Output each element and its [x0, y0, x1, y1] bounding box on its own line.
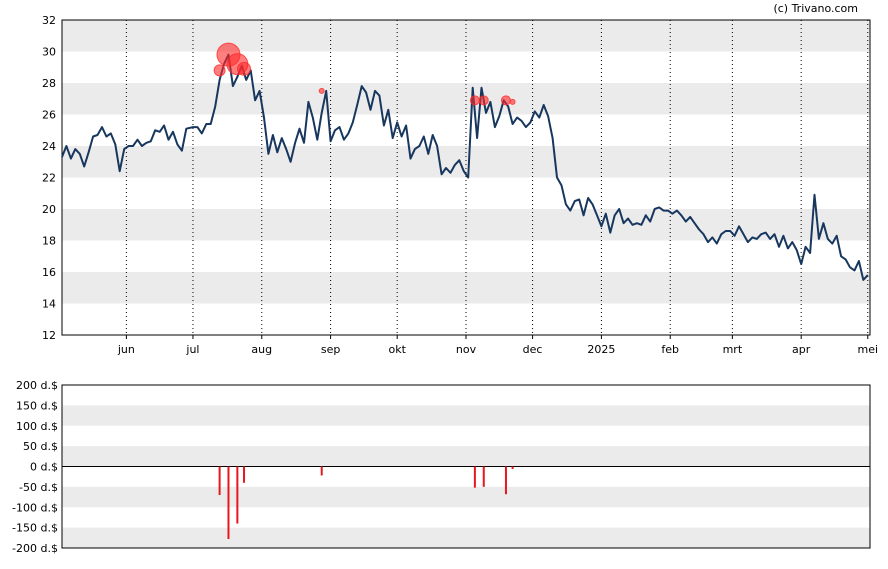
x-tick-label: sep — [321, 343, 340, 356]
y-tick-label: 50 d.$ — [23, 440, 58, 453]
y-tick-label: 100 d.$ — [16, 420, 58, 433]
x-tick-label: okt — [388, 343, 406, 356]
y-tick-label: 24 — [42, 140, 56, 153]
x-tick-label: 2025 — [587, 343, 615, 356]
grid-band — [62, 527, 870, 548]
y-tick-label: 12 — [42, 329, 56, 342]
x-tick-label: aug — [251, 343, 272, 356]
grid-band — [62, 405, 870, 426]
x-tick-label: mei — [858, 343, 879, 356]
y-tick-label: -150 d.$ — [12, 522, 58, 535]
y-tick-label: 200 d.$ — [16, 379, 58, 392]
x-tick-label: apr — [792, 343, 811, 356]
grid-band — [62, 486, 870, 508]
grid-band — [62, 20, 870, 52]
insider-marker — [500, 95, 511, 106]
y-tick-label: 0 d.$ — [30, 461, 58, 474]
x-tick-label: jul — [185, 343, 199, 356]
x-tick-label: nov — [456, 343, 477, 356]
y-tick-label: 32 — [42, 14, 56, 27]
y-tick-label: 22 — [42, 172, 56, 185]
price-chart: 12 14 16 18 20 22 24 26 28 30 32 jun jul aug sep okt nov… — [42, 14, 878, 356]
y-tick-label: 150 d.$ — [16, 399, 58, 412]
x-tick-label: feb — [661, 343, 679, 356]
y-tick-label: 28 — [42, 77, 56, 90]
insider-marker — [237, 61, 252, 76]
y-tick-label: -100 d.$ — [12, 501, 58, 514]
grid-band — [62, 446, 870, 467]
x-tick-label: dec — [523, 343, 543, 356]
y-tick-label: -200 d.$ — [12, 542, 58, 555]
grid-band — [62, 272, 870, 304]
insider-marker — [478, 95, 489, 106]
transaction-plot-frame — [61, 384, 871, 549]
y-tick-label: 18 — [42, 235, 56, 248]
transaction-chart: 200 d.$ 150 d.$ 100 d.$ 50 d.$ 0 d.$ -50 d.$ -… — [12, 379, 871, 555]
y-tick-label: -50 d.$ — [19, 481, 58, 494]
insider-marker — [213, 64, 226, 77]
insider-marker — [318, 87, 325, 94]
y-tick-label: 20 — [42, 203, 56, 216]
price-line — [61, 53, 869, 281]
grid-band — [62, 83, 870, 115]
y-tick-label: 14 — [42, 298, 56, 311]
y-tick-label: 26 — [42, 109, 56, 122]
copyright-text: (c) Trivano.com — [773, 2, 858, 15]
insider-marker — [469, 95, 480, 106]
y-tick-label: 30 — [42, 46, 56, 59]
insider-marker — [509, 98, 516, 105]
y-tick-label: 16 — [42, 266, 56, 279]
x-tick-label: mrt — [723, 343, 743, 356]
price-plot-frame — [61, 19, 871, 336]
x-tick-label: jun — [117, 343, 135, 356]
